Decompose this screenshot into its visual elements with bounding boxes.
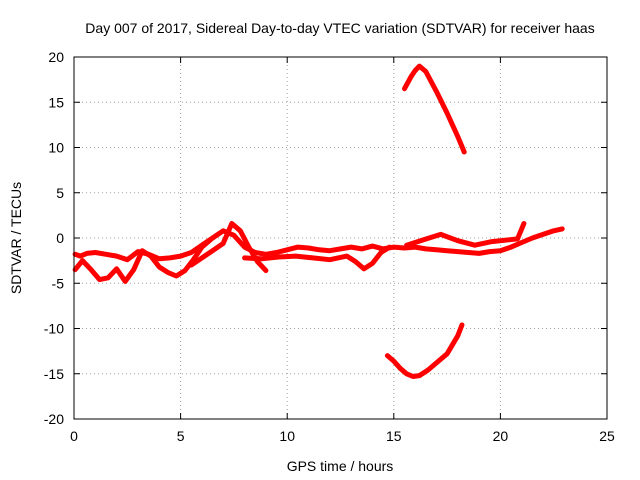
series-line-2 — [72, 237, 213, 284]
y-tick-label: -15 — [44, 366, 64, 382]
y-tick-label: 5 — [56, 185, 64, 201]
y-tick-label: -20 — [44, 411, 64, 427]
y-axis-label: SDTVAR / TECUs — [8, 182, 24, 294]
y-tick-label: 20 — [48, 49, 64, 65]
chart-title: Day 007 of 2017, Sidereal Day-to-day VTE… — [85, 20, 594, 36]
x-tick-label: 15 — [386, 428, 402, 444]
y-tick-label: -5 — [52, 275, 65, 291]
series-line-4 — [242, 244, 392, 272]
x-tick-label: 25 — [599, 428, 615, 444]
series-line-6 — [402, 63, 467, 155]
x-tick-label: 5 — [177, 428, 185, 444]
axis-ticks — [73, 56, 608, 420]
y-tick-label: -10 — [44, 321, 64, 337]
y-tick-labels: 20 15 10 5 0 -5 -10 -15 -20 — [44, 49, 64, 427]
x-axis-label: GPS time / hours — [287, 458, 394, 474]
x-tick-label: 20 — [493, 428, 509, 444]
series-line-5 — [404, 221, 527, 248]
series-line-7 — [384, 322, 465, 379]
x-tick-label: 10 — [279, 428, 295, 444]
y-tick-label: 0 — [56, 230, 64, 246]
series-layer — [72, 63, 565, 379]
x-tick-label: 0 — [70, 428, 78, 444]
x-tick-labels: 0 5 10 15 20 25 — [70, 428, 615, 444]
y-tick-label: 15 — [48, 94, 64, 110]
y-tick-label: 10 — [48, 140, 64, 156]
